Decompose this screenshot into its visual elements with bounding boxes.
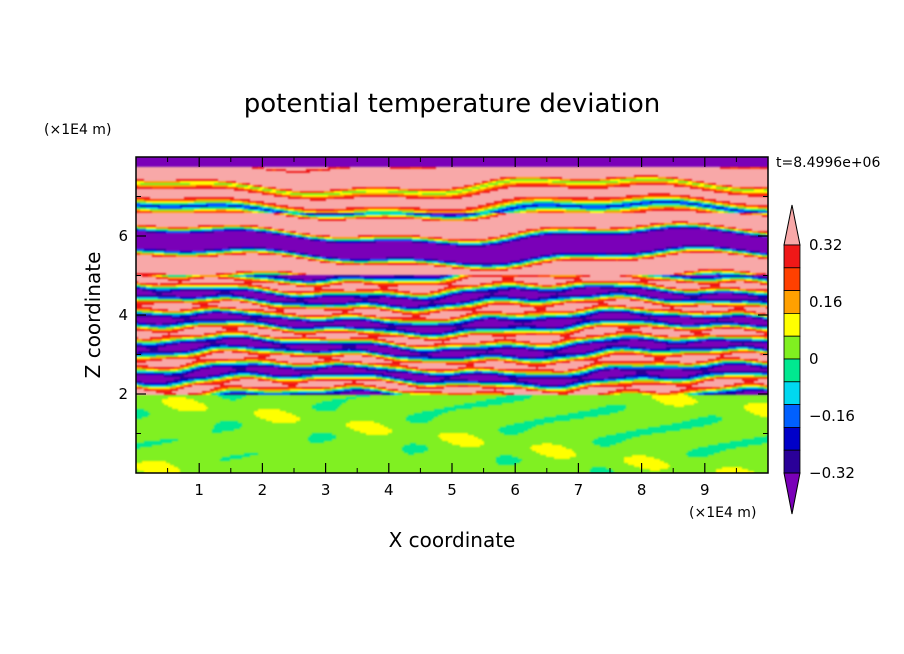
x-tick-label: 7	[574, 481, 584, 499]
y-axis-unit: (×1E4 m)	[44, 122, 111, 138]
x-axis-unit: (×1E4 m)	[689, 505, 756, 521]
contour-field	[136, 157, 768, 473]
colorbar-segment	[783, 381, 801, 405]
colorbar-segment	[783, 404, 801, 428]
colorbar-segment	[783, 335, 801, 360]
colorbar-segment	[783, 449, 801, 474]
colorbar-segment	[783, 290, 801, 314]
time-label: t=8.4996e+06	[776, 155, 880, 171]
colorbar: −0.32 −0.16 0 0.16 0.32	[783, 204, 855, 515]
colorbar-segment	[783, 426, 801, 451]
colorbar-lower-extend	[783, 472, 801, 515]
colorbar-tick-label: 0.32	[809, 236, 842, 254]
chart-title: potential temperature deviation	[244, 89, 660, 119]
y-axis: 2 4 6	[118, 196, 768, 434]
x-tick-label: 1	[194, 481, 204, 499]
x-tick-label: 8	[637, 481, 647, 499]
x-tick-label: 9	[700, 481, 710, 499]
x-tick-label: 2	[258, 481, 268, 499]
x-axis-label: X coordinate	[389, 528, 516, 552]
y-tick-label: 4	[118, 306, 128, 324]
x-tick-label: 4	[384, 481, 394, 499]
colorbar-segment	[783, 267, 801, 291]
x-tick-label: 3	[321, 481, 331, 499]
colorbar-segment	[783, 312, 801, 337]
colorbar-tick-label: −0.32	[809, 464, 855, 482]
colorbar-upper-extend	[783, 204, 801, 246]
y-tick-label: 6	[118, 227, 128, 245]
colorbar-segment	[783, 358, 801, 383]
x-tick-label: 5	[447, 481, 457, 499]
x-tick-label: 6	[510, 481, 520, 499]
x-axis: 1 2 3 4 5 6 7 8 9	[167, 157, 737, 499]
y-axis-label: Z coordinate	[81, 252, 105, 379]
colorbar-segment	[783, 244, 801, 269]
contour-fill	[136, 157, 768, 473]
colorbar-tick-label: 0.16	[809, 293, 842, 311]
y-tick-label: 2	[118, 385, 128, 403]
colorbar-tick-label: −0.16	[809, 407, 855, 425]
colorbar-tick-label: 0	[809, 350, 819, 368]
